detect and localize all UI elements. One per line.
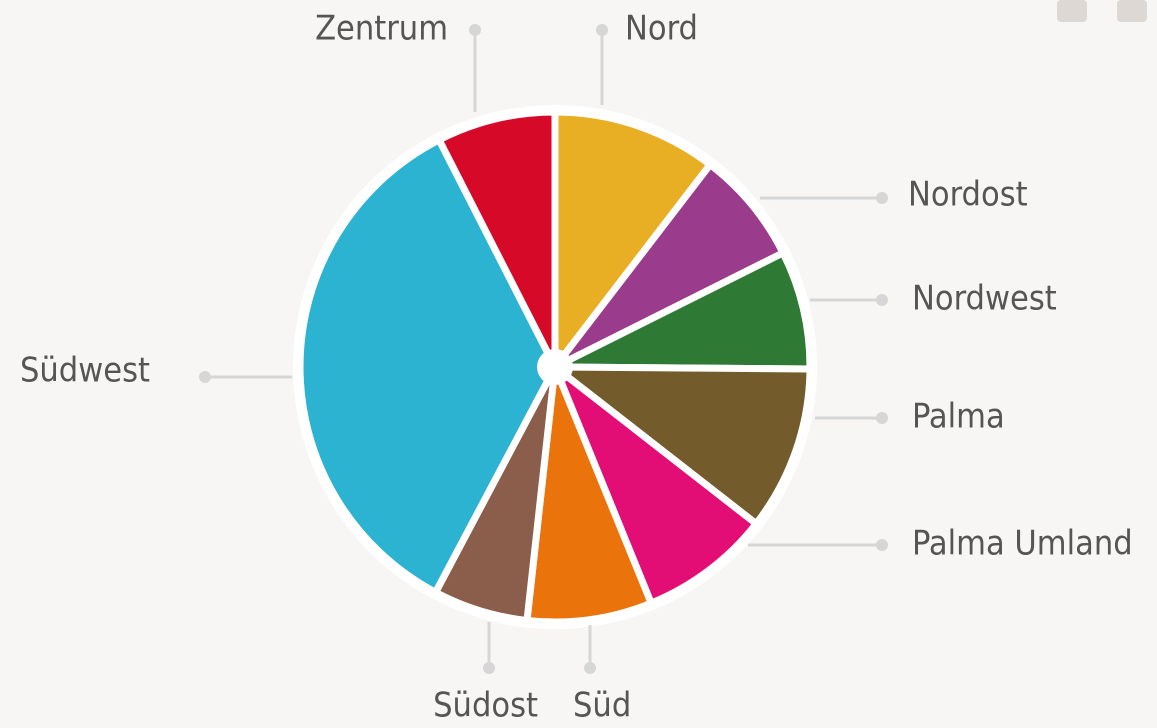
leader-dot bbox=[876, 192, 888, 204]
decoration bbox=[1057, 0, 1087, 22]
pie-hole bbox=[537, 349, 573, 385]
pie-slice bbox=[551, 363, 814, 528]
pie-slice bbox=[435, 108, 559, 371]
slice-label: Nordwest bbox=[912, 279, 1057, 319]
leader-dot bbox=[483, 662, 495, 674]
slice-label: Zentrum bbox=[315, 9, 448, 49]
slice-label: Süd bbox=[573, 686, 631, 726]
pie-slice bbox=[551, 363, 760, 607]
slice-label: Nord bbox=[625, 9, 698, 49]
leader-dot bbox=[584, 662, 596, 674]
leader-dot bbox=[199, 371, 211, 383]
leader-dot bbox=[876, 294, 888, 306]
slice-label: Palma Umland bbox=[912, 524, 1133, 564]
pie-slice bbox=[551, 108, 714, 371]
slice-label: Südost bbox=[433, 686, 538, 726]
leader-dot bbox=[596, 24, 608, 36]
decoration bbox=[1117, 0, 1147, 22]
slice-label: Palma bbox=[912, 397, 1005, 437]
slice-label: Südwest bbox=[20, 351, 150, 391]
leader-dot bbox=[876, 539, 888, 551]
leader-dot bbox=[876, 412, 888, 424]
slice-label: Nordost bbox=[908, 175, 1028, 215]
pie-slice bbox=[523, 363, 655, 626]
pie-slice bbox=[551, 249, 814, 373]
pie-slice bbox=[296, 136, 559, 596]
leader-dot bbox=[469, 24, 481, 36]
